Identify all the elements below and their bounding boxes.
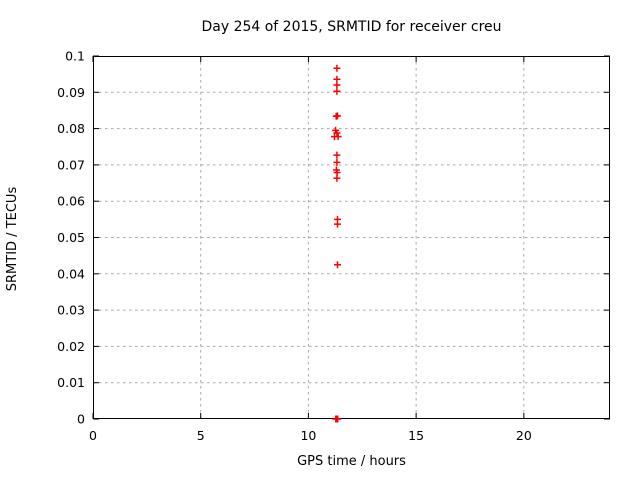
x-tick-label: 20 xyxy=(516,428,532,443)
data-points-srmtid xyxy=(331,64,342,423)
y-tick-label: 0.1 xyxy=(65,49,85,64)
y-axis-label: SRMTID / TECUs xyxy=(5,186,20,292)
x-tick-label: 10 xyxy=(300,428,316,443)
x-tick-label: 5 xyxy=(197,428,205,443)
y-tick-label: 0.05 xyxy=(57,230,85,245)
chart-title: Day 254 of 2015, SRMTID for receiver cre… xyxy=(201,19,502,35)
y-tick-label: 0.03 xyxy=(57,303,85,318)
y-tick-label: 0.09 xyxy=(57,85,85,100)
y-tick-label: 0.02 xyxy=(57,339,85,354)
y-tick-label: 0.06 xyxy=(57,194,85,209)
y-tick-label: 0.01 xyxy=(57,375,85,390)
y-tick-label: 0.04 xyxy=(57,266,85,281)
y-tick-label: 0 xyxy=(77,412,85,427)
plot-frame xyxy=(93,56,610,419)
x-axis-label: GPS time / hours xyxy=(297,454,406,469)
y-tick-label: 0.08 xyxy=(57,121,85,136)
x-tick-label: 15 xyxy=(408,428,424,443)
x-tick-label: 0 xyxy=(89,428,97,443)
y-tick-label: 0.07 xyxy=(57,157,85,172)
